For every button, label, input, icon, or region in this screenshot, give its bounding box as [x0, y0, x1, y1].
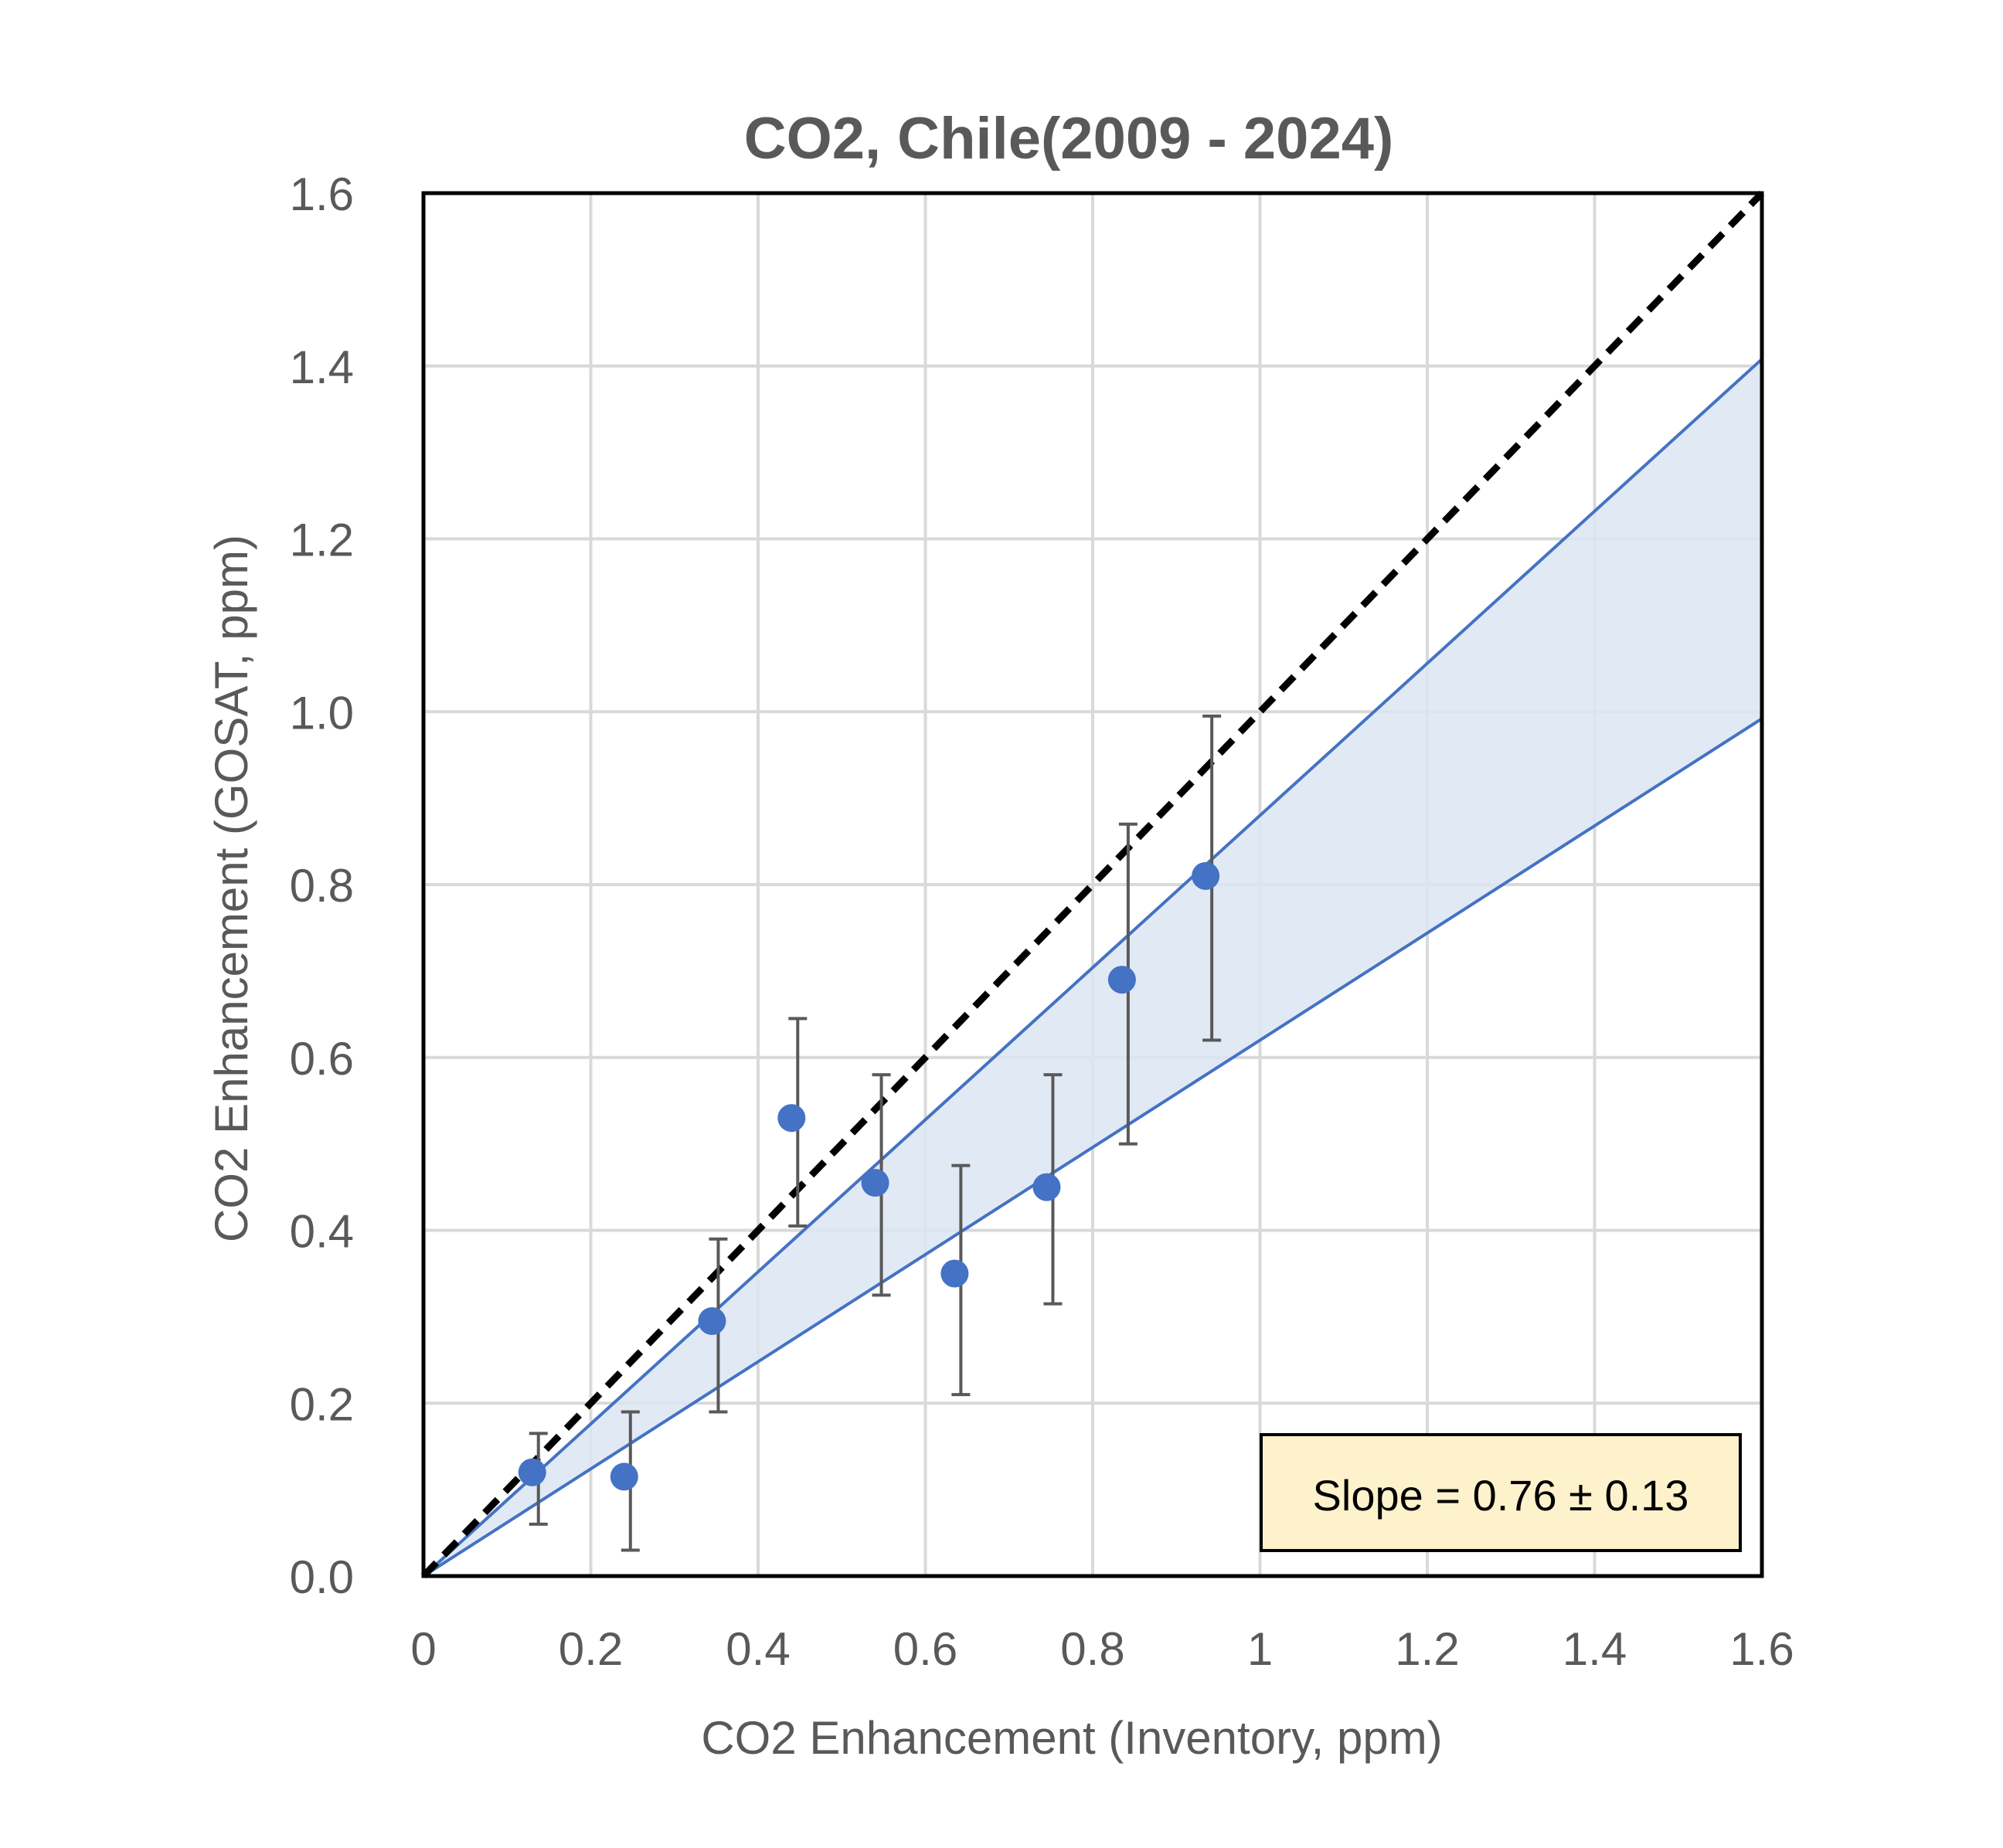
x-tick-label: 1: [1247, 1623, 1273, 1675]
x-tick-label: 1.4: [1563, 1623, 1627, 1675]
plot-frame: [421, 191, 1764, 1578]
x-tick-label: 0.4: [726, 1623, 790, 1675]
data-point: [940, 1259, 969, 1288]
data-points: [518, 861, 1220, 1491]
y-tick-label: 1.0: [290, 687, 354, 739]
x-axis-label: CO2 Enhancement (Inventory, ppm): [701, 1712, 1442, 1764]
slope-annotation: Slope = 0.76 ± 0.13: [1260, 1433, 1742, 1552]
x-tick-label: 0.6: [893, 1623, 957, 1675]
y-tick-labels: 0.0 0.2 0.4 0.6 0.8 1.0 1.2 1.4 1.6: [290, 168, 354, 1603]
y-tick-label: 1.6: [290, 168, 354, 220]
x-tick-label: 0.2: [559, 1623, 623, 1675]
y-tick-label: 1.4: [290, 341, 354, 393]
data-point: [777, 1104, 806, 1133]
y-tick-label: 0.0: [290, 1551, 354, 1603]
reference-line-group: [420, 190, 1765, 1579]
annotation-box: [1260, 1433, 1742, 1552]
data-point: [861, 1168, 889, 1197]
one-to-one-line: [420, 190, 1765, 1579]
lower-slope-line: [422, 717, 1763, 1578]
annotation-text: Slope = 0.76 ± 0.13: [1313, 1471, 1689, 1520]
x-tick-label: 1.2: [1395, 1623, 1459, 1675]
y-tick-label: 0.2: [290, 1378, 354, 1430]
y-axis-label: CO2 Enhancement (GOSAT, ppm): [206, 535, 257, 1242]
data-point: [1107, 966, 1136, 994]
x-tick-label: 0: [410, 1623, 436, 1675]
y-tick-label: 0.6: [290, 1033, 354, 1085]
x-tick-labels: 0 0.2 0.4 0.6 0.8 1 1.2 1.4 1.6: [410, 1623, 1794, 1675]
data-point: [1192, 861, 1220, 890]
y-tick-label: 1.2: [290, 515, 354, 566]
chart-title: CO2, Chile(2009 - 2024): [744, 106, 1394, 172]
x-tick-label: 1.6: [1729, 1623, 1794, 1675]
upper-slope-line: [422, 358, 1763, 1578]
data-point: [698, 1306, 726, 1335]
x-tick-label: 0.8: [1060, 1623, 1124, 1675]
slope-band: [422, 358, 1763, 1578]
data-point: [1032, 1173, 1061, 1201]
y-tick-label: 0.8: [290, 860, 354, 912]
data-point: [518, 1458, 546, 1486]
y-tick-label: 0.4: [290, 1206, 354, 1258]
data-point: [610, 1462, 638, 1491]
